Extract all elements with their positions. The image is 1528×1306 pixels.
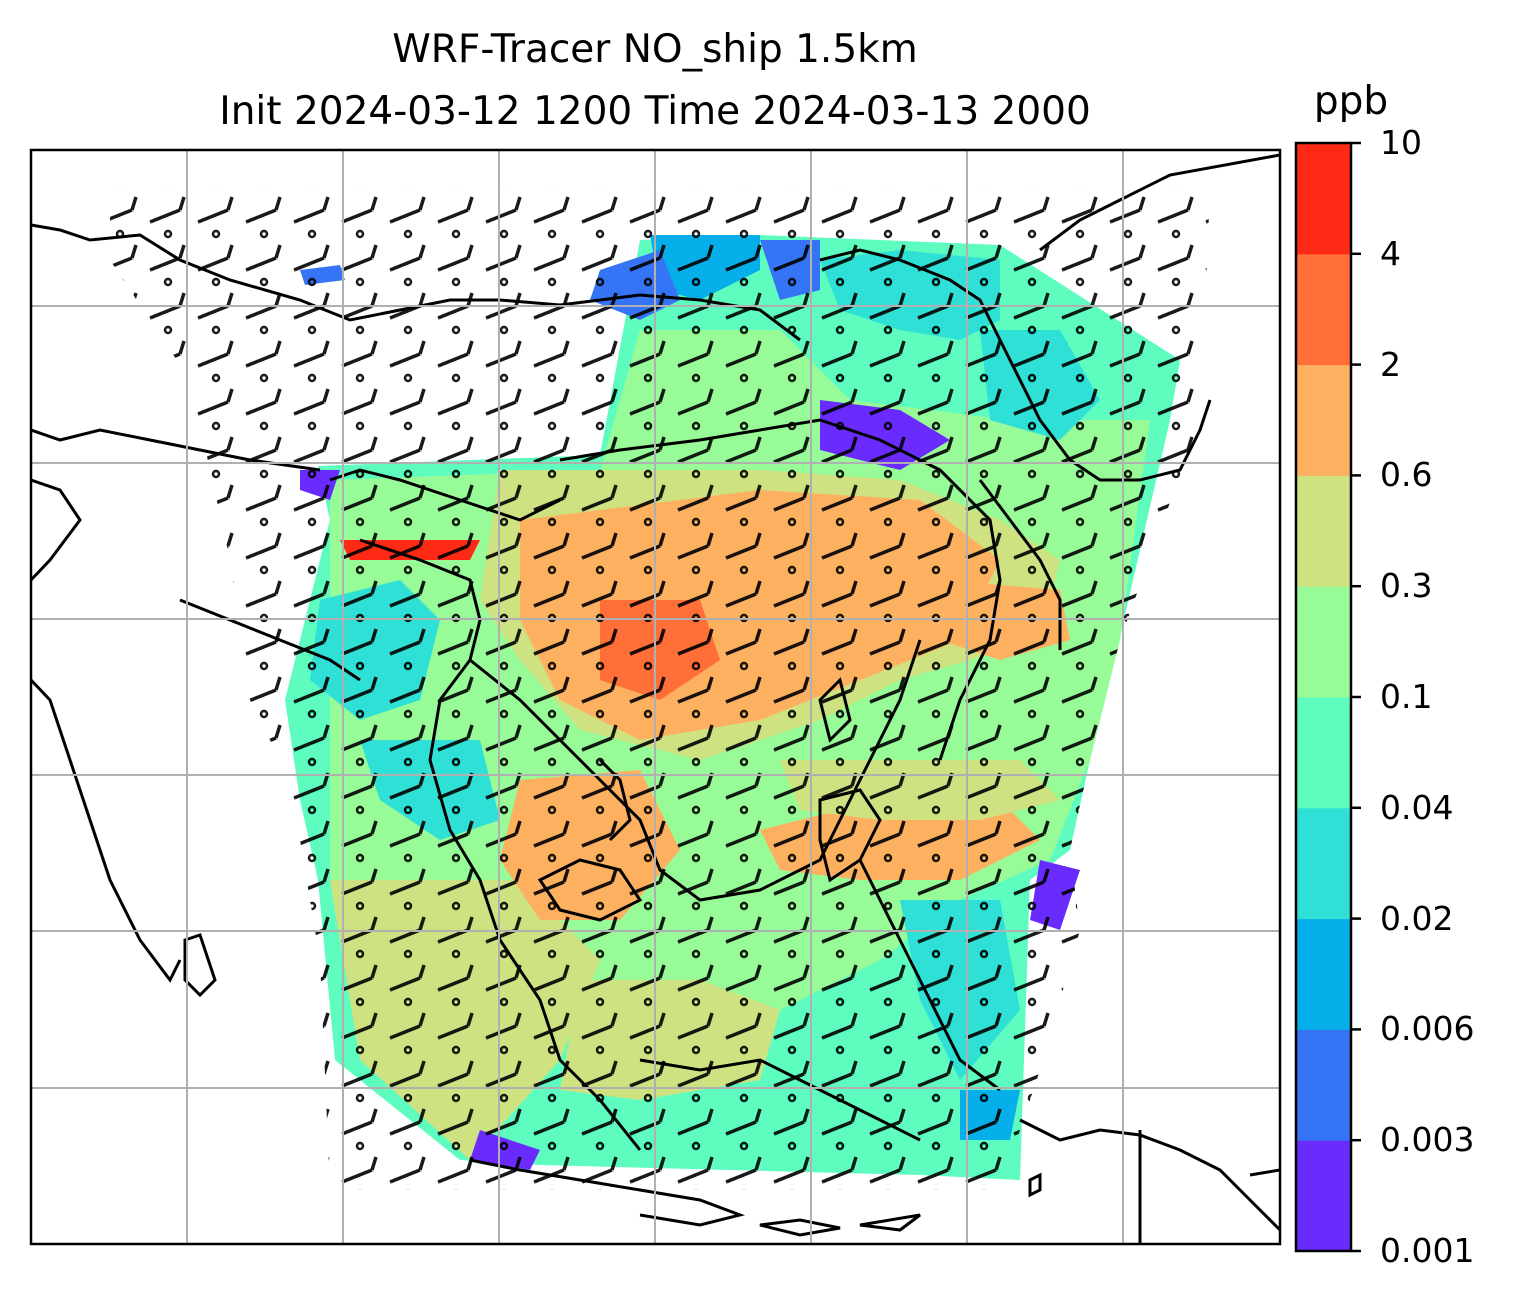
map-frame xyxy=(29,148,1282,1246)
map-title-line2: Init 2024-03-12 1200 Time 2024-03-13 200… xyxy=(219,89,1091,134)
colorbar-tick-label: 0.04 xyxy=(1380,787,1454,827)
colorbar-segment xyxy=(1296,807,1351,920)
colorbar-tick-label: 10 xyxy=(1380,123,1422,162)
colorbar-tick-label: 0.02 xyxy=(1380,898,1454,938)
colorbar-segment xyxy=(1296,253,1351,366)
colorbar-tick-label: 0.1 xyxy=(1380,677,1433,716)
map-title-line1: WRF-Tracer NO_ship 1.5km xyxy=(392,27,918,72)
colorbar-segment xyxy=(1296,697,1351,809)
colorbar-segment xyxy=(1296,1140,1351,1252)
colorbar-tick-label: 0.6 xyxy=(1380,455,1433,495)
colorbar-tick-marks xyxy=(1351,141,1361,1253)
colorbar xyxy=(1296,143,1351,1252)
colorbar-tick-label: 0.003 xyxy=(1380,1120,1475,1160)
colorbar-tick-label: 0.006 xyxy=(1380,1009,1475,1049)
colorbar-tick-label: 0.3 xyxy=(1380,566,1433,606)
wind-barbs xyxy=(110,190,1210,1190)
map-gridlines xyxy=(31,150,1280,1244)
colorbar-segment xyxy=(1296,475,1351,587)
colorbar-tick-label: 2 xyxy=(1380,344,1401,384)
colorbar-segment xyxy=(1296,143,1351,255)
colorbar-segment xyxy=(1296,918,1351,1030)
colorbar-unit-label: ppb xyxy=(1313,79,1389,124)
colorbar-tick-label: 4 xyxy=(1380,233,1401,273)
colorbar-segment xyxy=(1296,586,1351,698)
colorbar-tick-label: 0.001 xyxy=(1380,1231,1475,1270)
colorbar-segment xyxy=(1296,364,1351,476)
colorbar-segment xyxy=(1296,1029,1351,1141)
map-area xyxy=(31,150,1280,1244)
